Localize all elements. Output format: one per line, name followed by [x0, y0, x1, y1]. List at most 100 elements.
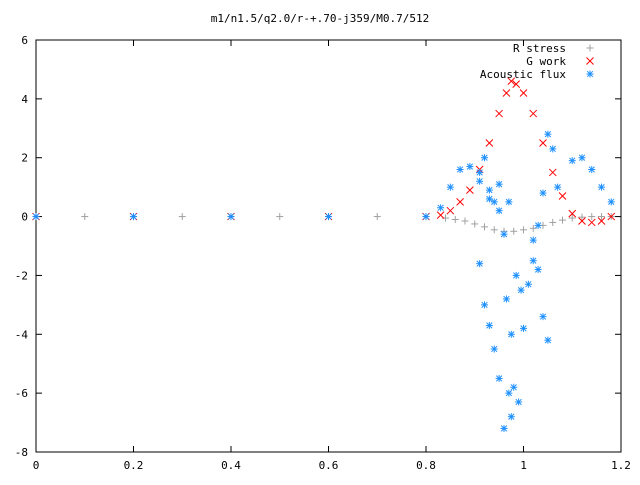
- data-point: [495, 180, 503, 188]
- data-point: [578, 213, 586, 221]
- x-tick-label: 0.2: [124, 459, 144, 472]
- data-point: [422, 213, 430, 221]
- data-point: [515, 398, 523, 406]
- x-axis: 0 0.2 0.4 0.6 0.8 1 1.2: [33, 40, 631, 472]
- data-point: [578, 217, 586, 225]
- data-point: [588, 165, 596, 173]
- data-point: [544, 130, 552, 138]
- data-point: [578, 154, 586, 162]
- data-point: [559, 216, 566, 224]
- y-tick-label: -4: [15, 328, 29, 341]
- x-tick-label: 0.4: [221, 459, 241, 472]
- data-point: [529, 236, 537, 244]
- data-point: [587, 218, 596, 227]
- y-tick-label: 6: [21, 34, 28, 47]
- data-point: [510, 227, 518, 235]
- data-point: [437, 204, 445, 212]
- data-point: [529, 257, 537, 265]
- legend-marker: [586, 70, 594, 78]
- data-point: [568, 209, 577, 218]
- x-tick-label: 1.2: [611, 459, 631, 472]
- data-point: [476, 260, 484, 268]
- data-point: [507, 330, 515, 338]
- y-tick-label: -8: [15, 446, 28, 459]
- data-point: [502, 89, 511, 97]
- data-point: [539, 189, 547, 197]
- legend-label: Acoustic flux: [480, 68, 566, 81]
- data-point: [485, 195, 493, 203]
- data-point: [227, 213, 235, 221]
- data-point: [534, 221, 542, 229]
- legend-label: G work: [526, 55, 566, 68]
- data-point: [554, 183, 562, 191]
- data-point: [598, 183, 605, 191]
- data-point: [505, 389, 513, 397]
- data-point: [466, 163, 474, 171]
- data-point: [500, 424, 508, 432]
- data-point: [500, 230, 508, 238]
- y-tick-label: 2: [21, 152, 28, 165]
- x-tick-label: 0.8: [416, 459, 436, 472]
- data-point: [507, 77, 516, 86]
- data-point: [568, 214, 576, 222]
- chart-title: m1/n1.5/q2.0/r-+.70-j359/M0.7/512: [211, 12, 430, 25]
- data-point: [520, 324, 527, 332]
- data-point: [373, 213, 381, 221]
- data-point: [539, 313, 547, 321]
- data-point: [529, 109, 538, 118]
- data-point: [451, 216, 459, 224]
- legend-label: R stress: [513, 42, 566, 55]
- data-point: [476, 177, 484, 185]
- data-point: [568, 157, 576, 165]
- data-point: [607, 212, 616, 221]
- x-tick-label: 0: [33, 459, 40, 472]
- data-point: [510, 383, 518, 391]
- x-tick-label: 0.6: [319, 459, 339, 472]
- legend-marker: [586, 44, 594, 52]
- legend-marker: [586, 57, 594, 65]
- data-point: [178, 213, 186, 221]
- data-point: [588, 213, 596, 221]
- data-point: [520, 226, 527, 234]
- data-point: [456, 198, 464, 206]
- data-point: [456, 165, 464, 173]
- data-point: [490, 198, 498, 206]
- y-tick-label: -2: [15, 269, 28, 282]
- data-point: [507, 413, 515, 421]
- data-point: [490, 345, 498, 353]
- data-point: [534, 266, 542, 274]
- data-point: [481, 223, 488, 231]
- data-point: [130, 213, 137, 221]
- data-point: [524, 280, 532, 288]
- y-tick-label: 4: [21, 93, 28, 106]
- series-acoustic-flux: [32, 130, 615, 432]
- data-point: [548, 168, 557, 177]
- data-point: [558, 192, 567, 200]
- data-point: [446, 206, 455, 215]
- data-point: [466, 186, 474, 194]
- data-point: [517, 286, 525, 294]
- data-point: [476, 168, 484, 176]
- data-point: [32, 213, 40, 221]
- data-point: [505, 198, 513, 206]
- data-point: [446, 183, 454, 191]
- series-g-work: [32, 77, 616, 227]
- data-point: [544, 336, 552, 344]
- data-point: [512, 80, 521, 88]
- data-point: [485, 321, 493, 329]
- data-point: [481, 301, 488, 309]
- data-point: [81, 213, 89, 221]
- x-tick-label: 1: [520, 459, 527, 472]
- data-point: [607, 198, 615, 206]
- y-tick-label: -6: [15, 387, 28, 400]
- data-point: [481, 154, 488, 162]
- data-point: [495, 109, 503, 118]
- data-point: [502, 295, 510, 303]
- data-point: [598, 213, 605, 221]
- data-point: [519, 89, 528, 97]
- data-point: [549, 218, 557, 226]
- data-point: [490, 226, 498, 234]
